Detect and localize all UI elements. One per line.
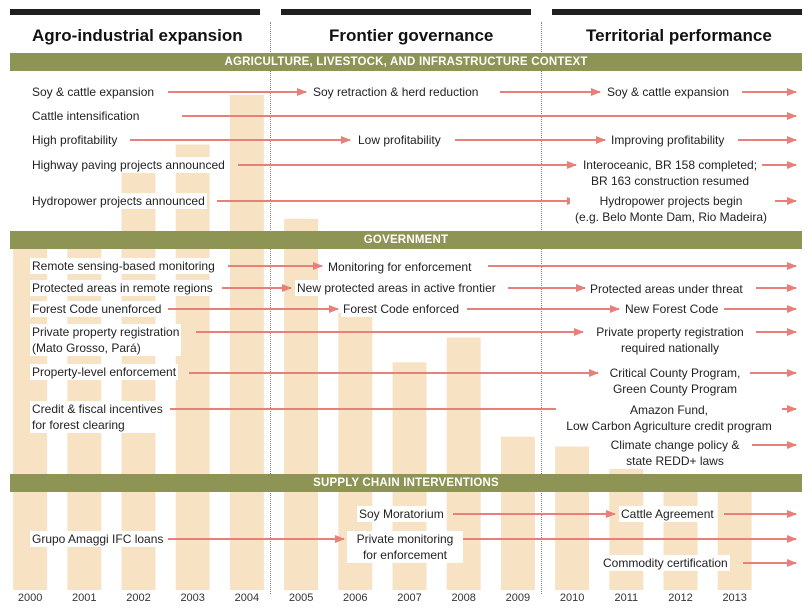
year-label-2001: 2001 (72, 592, 97, 604)
label-improving-profitability: Improving profitability (609, 132, 727, 148)
year-label-2005: 2005 (288, 592, 314, 604)
label-soy-cattle-expansion-2: Soy & cattle expansion (605, 84, 732, 100)
year-label-2013: 2013 (722, 592, 747, 604)
year-label-2010: 2010 (559, 592, 585, 604)
bar-2004 (229, 95, 264, 590)
year-label-2003: 2003 (180, 592, 205, 604)
phase-title-frontier: Frontier governance (329, 26, 494, 45)
label-cattle-agreement: Cattle Agreement (619, 506, 716, 522)
label-soy-moratorium: Soy Moratorium (357, 506, 446, 522)
label-highway-announced: Highway paving projects announced (30, 157, 227, 173)
section-band-agriculture: AGRICULTURE, LIVESTOCK, AND INFRASTRUCTU… (10, 53, 802, 71)
label-hydropower-begin: Hydropower projects begin (e.g. Belo Mont… (570, 193, 772, 225)
label-forest-code-unenforced: Forest Code unenforced (30, 301, 164, 317)
label-new-forest-code: New Forest Code (623, 301, 721, 317)
label-remote-sensing: Remote sensing-based monitoring (30, 258, 217, 274)
bar-2003 (175, 144, 210, 590)
label-protected-areas-threat: Protected areas under threat (588, 281, 745, 297)
label-protected-areas-new: New protected areas in active frontier (295, 280, 498, 296)
label-climate-change-policy: Climate change policy & state REDD+ laws (600, 437, 750, 469)
label-credit-incentives: Credit & fiscal incentives for forest cle… (30, 401, 165, 433)
year-label-2011: 2011 (614, 592, 639, 604)
section-band-supply-chain: SUPPLY CHAIN INTERVENTIONS (10, 474, 802, 492)
year-label-2000: 2000 (17, 592, 43, 604)
label-highway-completed: Interoceanic, BR 158 completed; BR 163 co… (580, 157, 760, 189)
year-label-2007: 2007 (397, 592, 422, 604)
phase-bar-agro (10, 9, 260, 15)
bar-2013 (717, 476, 752, 590)
year-label-2006: 2006 (343, 592, 368, 604)
label-high-profitability: High profitability (30, 132, 120, 148)
year-label-2004: 2004 (234, 592, 260, 604)
label-hydropower-announced: Hydropower projects announced (30, 193, 207, 209)
phase-title-agro: Agro-industrial expansion (32, 26, 243, 45)
year-label-2008: 2008 (451, 592, 476, 604)
label-property-enforcement: Property-level enforcement (30, 364, 179, 380)
label-cattle-intensification: Cattle intensification (30, 108, 142, 124)
label-private-monitoring: Private monitoring for enforcement (347, 531, 463, 563)
label-soy-cattle-expansion: Soy & cattle expansion (30, 84, 157, 100)
label-commodity-certification: Commodity certification (601, 555, 730, 571)
label-low-profitability: Low profitability (356, 132, 443, 148)
label-protected-areas-remote: Protected areas in remote regions (30, 280, 215, 296)
section-band-government: GOVERNMENT (10, 231, 802, 249)
label-property-registration-national: Private property registration required na… (585, 324, 755, 356)
phase-title-territorial: Territorial performance (586, 26, 772, 45)
label-property-registration: Private property registration (Mato Gross… (30, 324, 182, 356)
label-amazon-fund: Amazon Fund, Low Carbon Agriculture credi… (556, 402, 782, 434)
label-monitoring-enforcement: Monitoring for enforcement (326, 259, 474, 275)
label-critical-county-program: Critical County Program, Green County Pro… (600, 365, 750, 397)
bar-2010 (555, 446, 590, 590)
phase-bar-frontier (281, 9, 531, 15)
year-label-2009: 2009 (505, 592, 531, 604)
phase-bar-territorial (552, 9, 802, 15)
label-amaggi-loans: Grupo Amaggi IFC loans (30, 531, 166, 547)
label-forest-code-enforced: Forest Code enforced (341, 301, 462, 317)
year-label-2012: 2012 (668, 592, 693, 604)
year-label-2002: 2002 (126, 592, 151, 604)
label-soy-retraction: Soy retraction & herd reduction (311, 84, 481, 100)
